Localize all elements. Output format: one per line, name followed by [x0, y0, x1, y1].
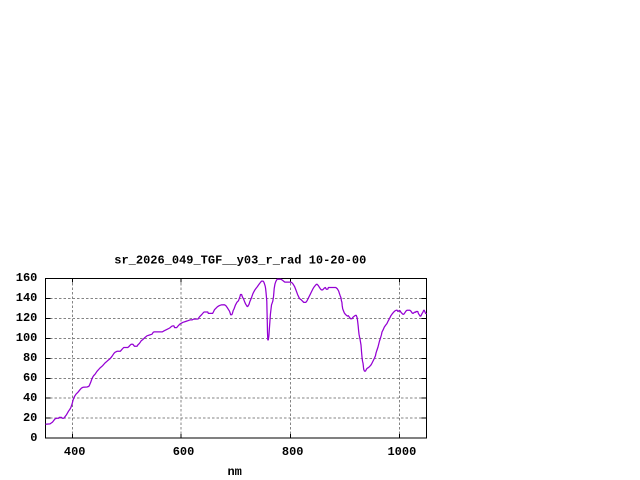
svg-text:40: 40 — [23, 391, 37, 405]
svg-text:sr_2026_049_TGF__y03_r_rad 10-: sr_2026_049_TGF__y03_r_rad 10-20-00 — [114, 254, 366, 268]
svg-text:0: 0 — [30, 431, 37, 445]
svg-text:100: 100 — [16, 331, 38, 345]
svg-text:60: 60 — [23, 371, 37, 385]
svg-text:120: 120 — [16, 311, 38, 325]
svg-text:1000: 1000 — [387, 445, 416, 459]
svg-text:160: 160 — [16, 271, 38, 285]
svg-text:600: 600 — [173, 445, 195, 459]
svg-text:20: 20 — [23, 411, 37, 425]
svg-text:400: 400 — [64, 445, 86, 459]
svg-text:nm: nm — [227, 465, 241, 479]
svg-text:800: 800 — [282, 445, 304, 459]
svg-text:140: 140 — [16, 291, 38, 305]
svg-text:80: 80 — [23, 351, 37, 365]
